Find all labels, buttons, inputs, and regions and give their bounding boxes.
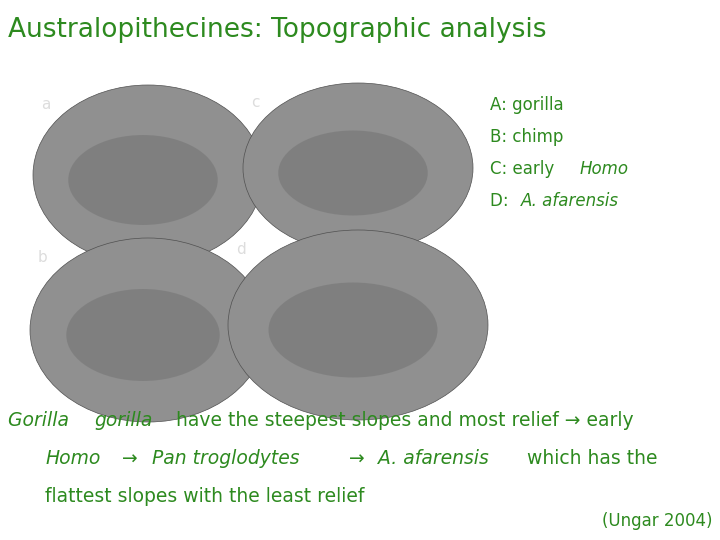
Ellipse shape: [228, 230, 488, 420]
Text: →: →: [117, 449, 144, 468]
Text: Homo: Homo: [45, 449, 100, 468]
Text: b: b: [38, 250, 48, 265]
Ellipse shape: [269, 282, 438, 377]
Text: B: chimp: B: chimp: [490, 128, 563, 146]
Text: which has the: which has the: [521, 449, 658, 468]
Text: Homo: Homo: [580, 160, 629, 178]
Text: d: d: [236, 242, 246, 257]
Ellipse shape: [30, 238, 266, 422]
Text: Gorilla: Gorilla: [8, 410, 75, 429]
Text: →: →: [343, 449, 370, 468]
Text: A: gorilla: A: gorilla: [490, 96, 564, 114]
Text: flattest slopes with the least relief: flattest slopes with the least relief: [45, 487, 364, 505]
Text: D:: D:: [490, 192, 514, 210]
Text: C: early: C: early: [490, 160, 559, 178]
Ellipse shape: [33, 85, 263, 265]
Text: A. afarensis: A. afarensis: [379, 449, 489, 468]
Text: gorilla: gorilla: [94, 410, 153, 429]
Ellipse shape: [278, 131, 428, 215]
Ellipse shape: [243, 83, 473, 253]
Text: Australopithecines: Topographic analysis: Australopithecines: Topographic analysis: [8, 17, 546, 43]
Text: have the steepest slopes and most relief → early: have the steepest slopes and most relief…: [170, 410, 634, 429]
Text: (Ungar 2004): (Ungar 2004): [601, 512, 712, 530]
Text: a: a: [41, 97, 50, 112]
Text: A. afarensis: A. afarensis: [521, 192, 618, 210]
Ellipse shape: [66, 289, 220, 381]
Text: Pan troglodytes: Pan troglodytes: [152, 449, 300, 468]
Text: c: c: [251, 95, 259, 110]
Ellipse shape: [68, 135, 217, 225]
